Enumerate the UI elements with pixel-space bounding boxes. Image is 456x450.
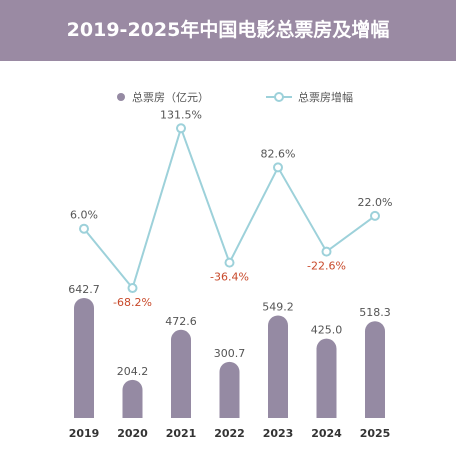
growth-point-2019	[79, 223, 89, 234]
bar-value-label: 425.0	[311, 324, 343, 337]
x-tick-label-2023: 2023	[263, 427, 294, 440]
x-tick-label-2020: 2020	[117, 427, 148, 440]
legend: 总票房（亿元） 总票房增幅	[117, 90, 353, 104]
x-tick-label-2019: 2019	[69, 427, 100, 440]
growth-point-2020	[127, 283, 138, 294]
bar-2021	[171, 329, 191, 418]
bar-2025	[365, 321, 385, 418]
growth-point-2022	[224, 257, 235, 268]
growth-value-label: -22.6%	[307, 260, 346, 273]
bar-2019	[74, 298, 94, 418]
x-tick-label-2022: 2022	[214, 427, 245, 440]
growth-value-label: 82.6%	[261, 147, 296, 160]
legend-bar-marker	[117, 93, 125, 101]
legend-line-marker	[274, 92, 284, 102]
growth-point-2025	[370, 210, 380, 221]
x-tick-label-2021: 2021	[166, 427, 197, 440]
x-tick-label-2024: 2024	[311, 427, 342, 440]
bar-value-label: 642.7	[68, 283, 100, 296]
x-axis-tick-labels: 2019 2020 2021 2022 2023 2024 2025	[69, 427, 391, 440]
legend-line-label: 总票房增幅	[298, 90, 353, 104]
bar-value-label: 549.2	[262, 300, 294, 313]
growth-point-2023	[273, 162, 283, 173]
chart-canvas: 总票房（亿元） 总票房增幅 642.7 204.2 472.6 300.7 549.2 4…	[68, 90, 392, 440]
bar-series	[74, 298, 385, 418]
growth-value-label: -68.2%	[113, 296, 152, 309]
bar-value-label: 204.2	[117, 365, 149, 378]
growth-point-2021	[176, 123, 186, 134]
x-tick-label-2025: 2025	[360, 427, 391, 440]
bar-value-label: 472.6	[165, 315, 197, 328]
legend-bar-label: 总票房（亿元）	[132, 90, 209, 104]
bar-value-label: 300.7	[214, 347, 246, 360]
bar-value-labels: 642.7 204.2 472.6 300.7 549.2 425.0 518.3	[68, 283, 391, 378]
growth-points	[79, 123, 380, 294]
chart-header: 2019-2025年中国电影总票房及增幅	[0, 0, 456, 61]
chart-title: 2019-2025年中国电影总票房及增幅	[66, 19, 390, 41]
growth-value-labels: 6.0% -68.2% 131.5% -36.4% 82.6% -22.6% 22.0%	[70, 108, 392, 309]
bar-2024	[316, 338, 337, 418]
bar-2022	[219, 361, 240, 418]
bar-value-label: 518.3	[359, 306, 391, 319]
growth-value-label: 22.0%	[358, 196, 393, 209]
bar-2023	[268, 315, 288, 418]
growth-value-label: 131.5%	[160, 108, 202, 121]
bar-2020	[122, 379, 143, 418]
growth-value-label: -36.4%	[210, 271, 249, 284]
growth-value-label: 6.0%	[70, 209, 98, 222]
growth-point-2024	[321, 246, 332, 257]
